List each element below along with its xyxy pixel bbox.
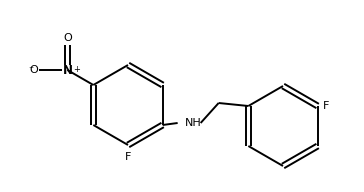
Text: F: F: [125, 152, 131, 162]
Text: NH: NH: [185, 118, 201, 128]
Text: ⁻: ⁻: [29, 65, 34, 75]
Text: O: O: [63, 33, 72, 43]
Text: N: N: [62, 64, 72, 76]
Text: O: O: [29, 65, 38, 75]
Text: +: +: [73, 65, 80, 74]
Text: F: F: [323, 101, 329, 111]
